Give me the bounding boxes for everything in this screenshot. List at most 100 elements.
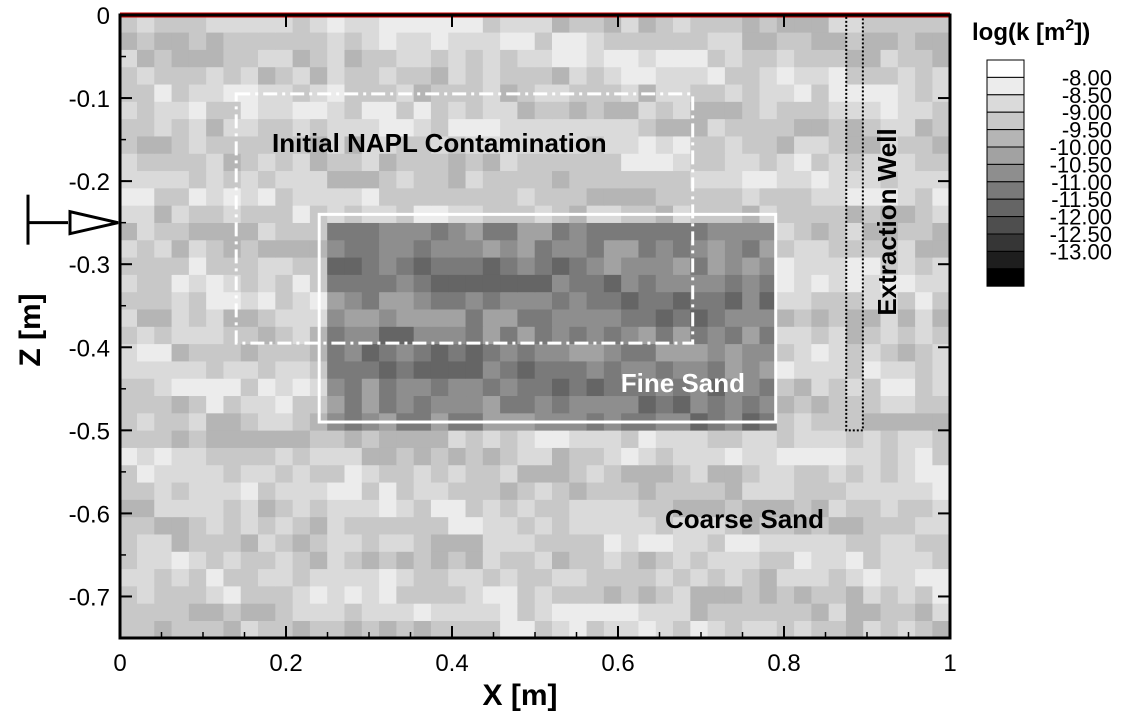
field-cell: [759, 274, 778, 293]
field-cell: [759, 603, 778, 621]
field-cell: [517, 49, 536, 68]
field-cell: [275, 256, 294, 275]
field-cell: [171, 533, 190, 552]
field-cell: [206, 464, 225, 483]
field-cell: [932, 447, 950, 466]
field-cell: [638, 360, 657, 379]
field-cell: [534, 481, 553, 500]
field-cell: [603, 533, 622, 552]
field-cell: [586, 101, 605, 120]
field-cell: [396, 360, 415, 379]
field-cell: [811, 239, 830, 258]
field-cell: [534, 533, 553, 552]
field-cell: [932, 516, 950, 535]
field-cell: [292, 118, 311, 137]
inflow-arrow-head: [68, 209, 119, 236]
field-cell: [707, 222, 726, 241]
y-tick-label: -0.2: [69, 169, 110, 196]
field-cell: [136, 187, 155, 206]
field-cell: [742, 256, 761, 275]
field-cell: [621, 135, 640, 154]
field-cell: [275, 395, 294, 414]
field-cell: [742, 187, 761, 206]
field-cell: [361, 551, 380, 570]
field-cell: [655, 135, 674, 154]
field-cell: [828, 187, 847, 206]
field-cell: [569, 153, 588, 172]
field-cell: [863, 568, 882, 587]
field-cell: [240, 118, 259, 137]
field-cell: [396, 187, 415, 206]
field-cell: [638, 516, 657, 535]
field-cell: [309, 516, 328, 535]
field-cell: [136, 291, 155, 310]
colorbar-swatch: [986, 268, 1025, 287]
field-cell: [690, 170, 709, 189]
field-cell: [154, 32, 173, 50]
field-cell: [413, 187, 432, 206]
field-cell: [915, 83, 934, 102]
field-cell: [932, 499, 950, 518]
field-cell: [880, 239, 899, 258]
field-cell: [465, 585, 484, 604]
field-cell: [759, 395, 778, 414]
field-cell: [430, 343, 449, 362]
field-cell: [776, 378, 795, 397]
field-cell: [396, 326, 415, 345]
field-cell: [690, 308, 709, 327]
field-cell: [724, 533, 743, 552]
field-cell: [707, 603, 726, 621]
field-cell: [776, 308, 795, 327]
field-cell: [517, 291, 536, 310]
field-cell: [742, 395, 761, 414]
field-cell: [880, 170, 899, 189]
field-cell: [551, 430, 570, 448]
field-cell: [638, 187, 657, 206]
field-cell: [240, 15, 259, 33]
field-cell: [500, 430, 519, 448]
field-cell: [396, 222, 415, 241]
field-cell: [897, 135, 916, 154]
field-cell: [517, 603, 536, 621]
field-cell: [465, 256, 484, 275]
field-cell: [534, 153, 553, 172]
field-cell: [448, 239, 467, 258]
field-cell: [309, 447, 328, 466]
field-cell: [673, 378, 691, 397]
field-cell: [776, 187, 795, 206]
field-cell: [534, 551, 553, 570]
field-cell: [776, 447, 795, 466]
field-cell: [794, 499, 812, 518]
field-cell: [465, 499, 484, 518]
colorbar-level-label: -10.00: [1050, 135, 1112, 160]
field-cell: [482, 239, 501, 258]
field-cell: [655, 187, 674, 206]
field-cell: [776, 481, 795, 500]
field-cell: [707, 308, 726, 327]
field-cell: [915, 101, 934, 120]
field-cell: [327, 308, 346, 327]
field-cell: [569, 620, 588, 638]
field-cell: [171, 568, 190, 587]
field-cell: [586, 256, 605, 275]
field-cell: [188, 135, 207, 154]
field-cell: [828, 256, 847, 275]
field-cell: [794, 516, 812, 535]
field-cell: [638, 430, 657, 448]
field-cell: [794, 32, 812, 50]
field-cell: [638, 551, 657, 570]
field-cell: [154, 153, 173, 172]
field-cell: [500, 378, 519, 397]
field-cell: [673, 32, 691, 50]
field-cell: [915, 239, 934, 258]
field-cell: [586, 32, 605, 50]
field-cell: [776, 239, 795, 258]
field-cell: [551, 603, 570, 621]
field-cell: [932, 620, 950, 638]
field-cell: [863, 378, 882, 397]
field-cell: [275, 343, 294, 362]
field-cell: [327, 551, 346, 570]
field-cell: [379, 551, 397, 570]
field-cell: [448, 153, 467, 172]
field-cell: [724, 222, 743, 241]
